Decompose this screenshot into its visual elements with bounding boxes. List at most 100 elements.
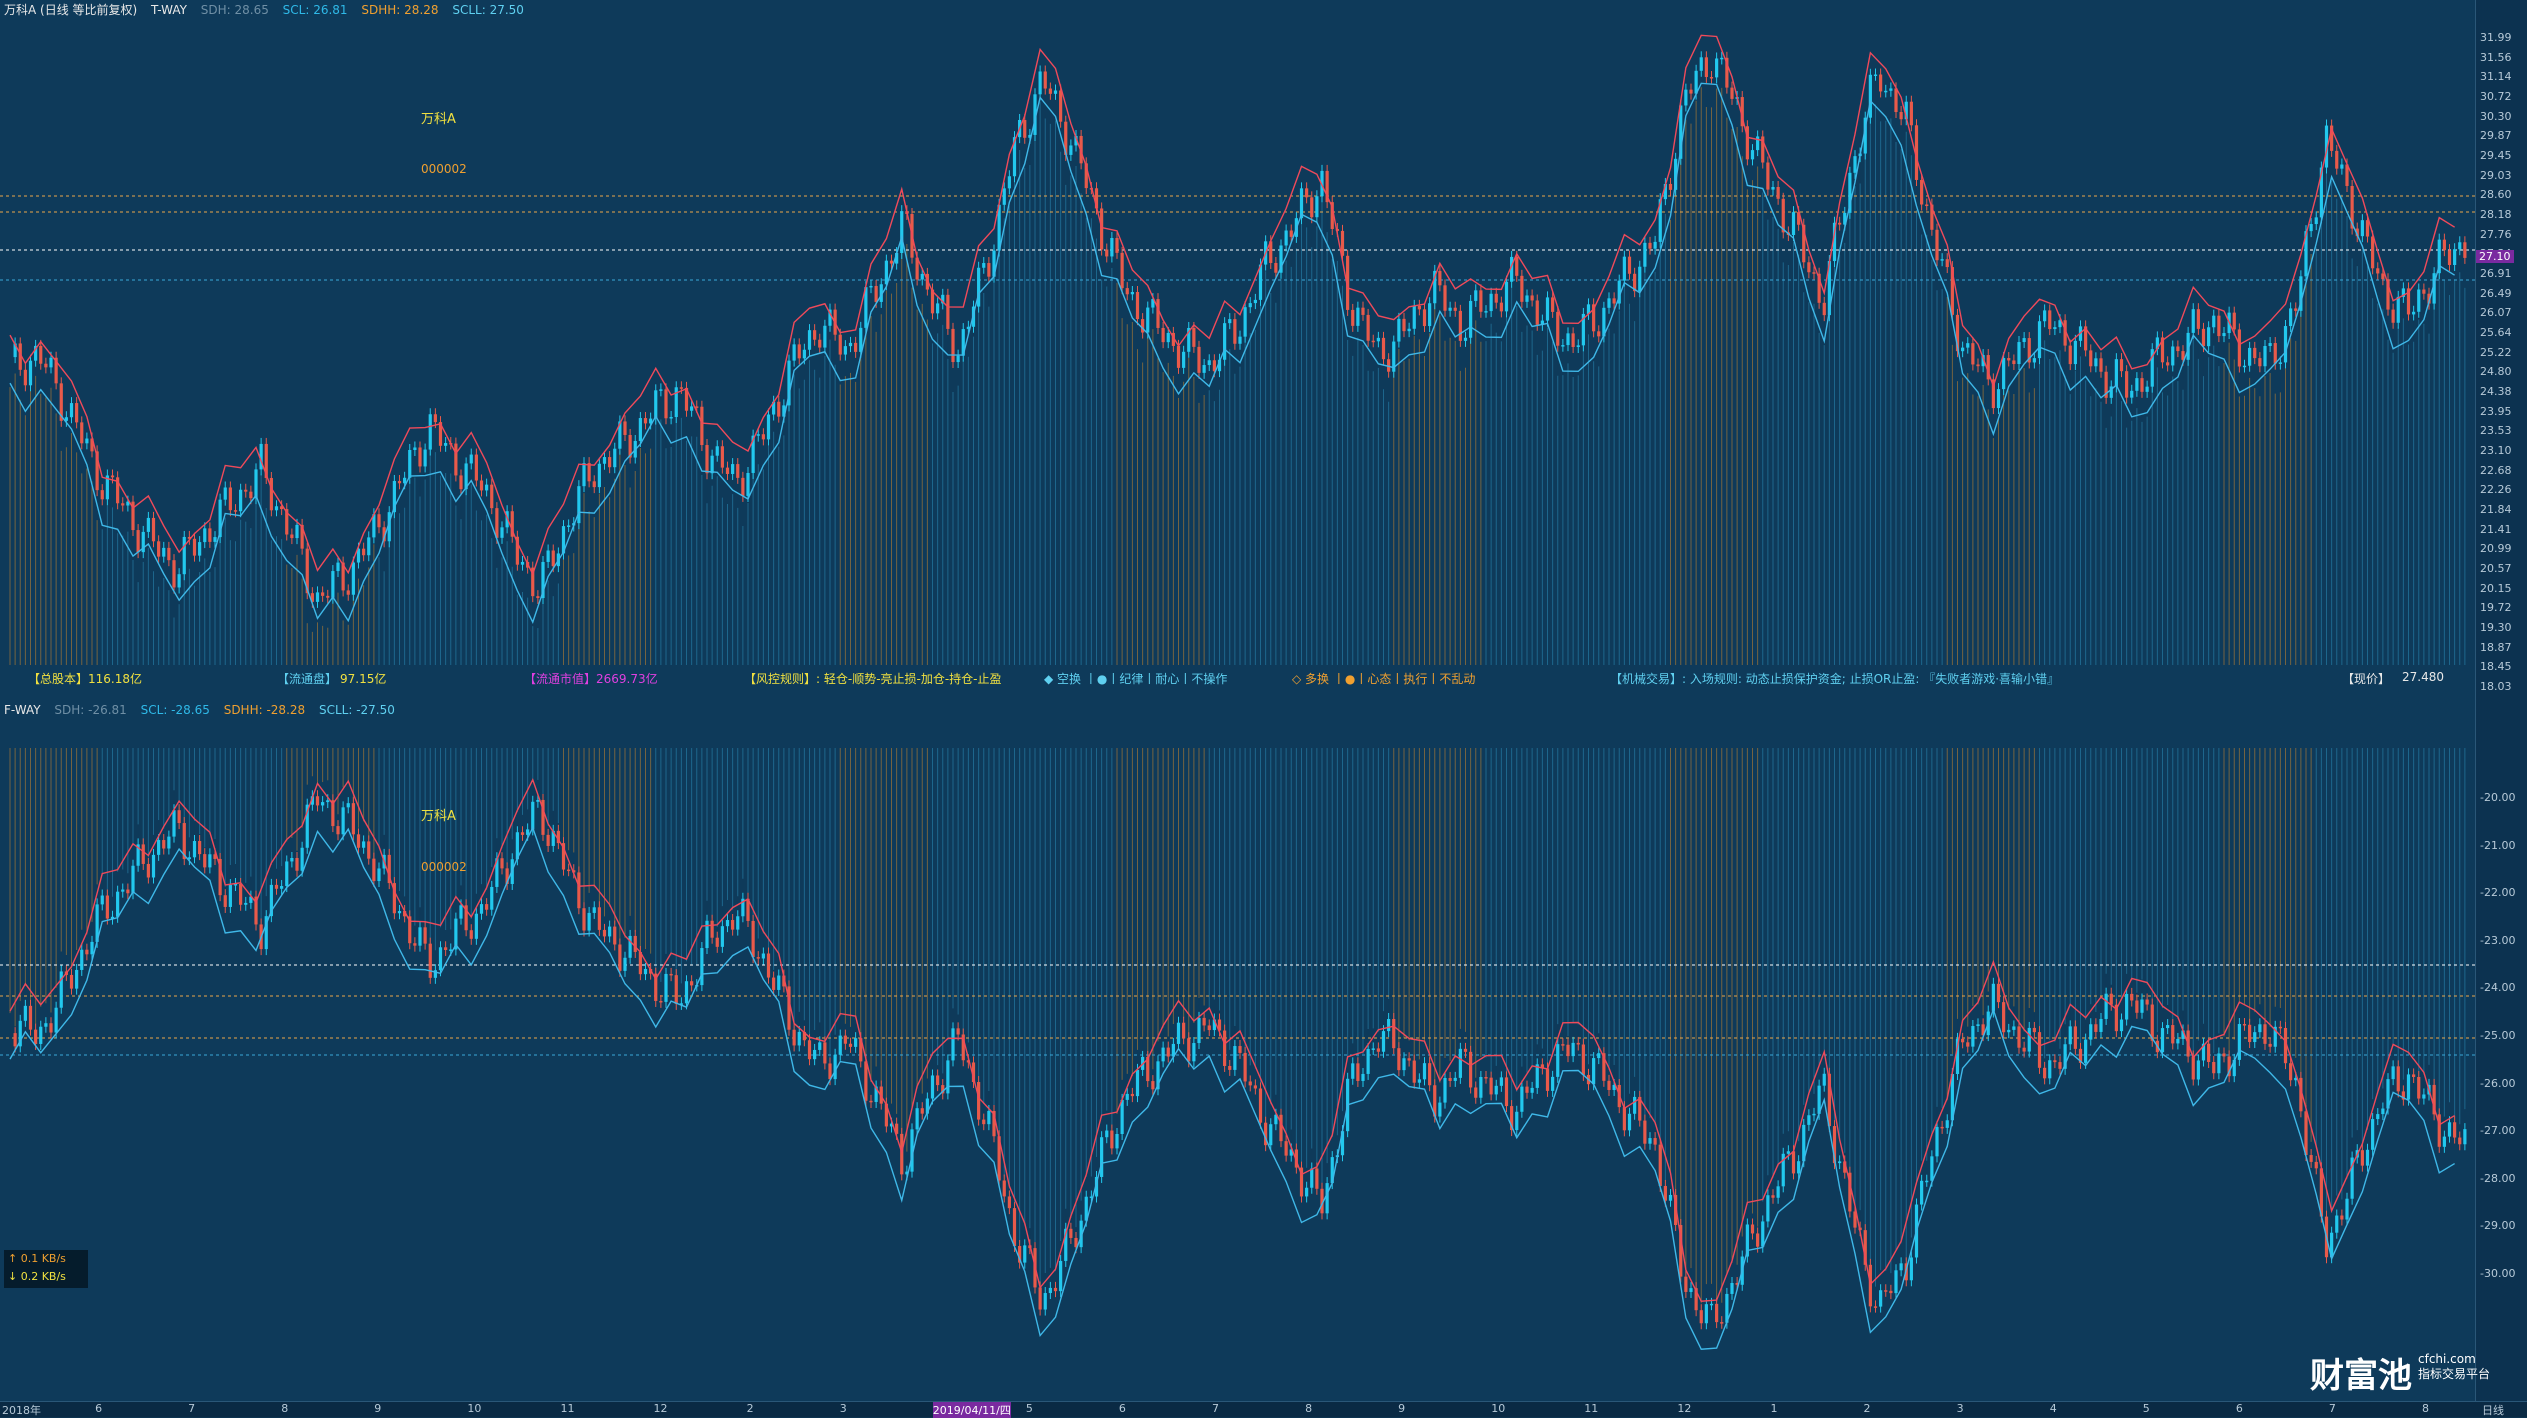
candle-body [2022, 1047, 2026, 1052]
candle-body [264, 916, 268, 950]
candle-body [2406, 288, 2411, 315]
time-tick: 12 [1677, 1402, 1692, 1415]
candle-body [772, 977, 776, 990]
candle-body [982, 1119, 986, 1125]
candle-body [1986, 355, 1990, 380]
candlestick-chart[interactable] [0, 0, 2475, 700]
candle-body [1627, 256, 1632, 274]
candle-body [679, 1003, 683, 1005]
candle-body [536, 799, 540, 802]
candle-body [1920, 179, 1924, 205]
candle-body [1366, 314, 1370, 341]
candle-body [1233, 319, 1237, 344]
candle-body [1807, 262, 1811, 273]
candle-body [597, 463, 601, 488]
candle-body [1438, 1102, 1442, 1117]
candle-body [34, 1029, 38, 1044]
candle-body [1899, 1263, 1903, 1271]
candle-body [2391, 309, 2395, 323]
candle-body [556, 830, 560, 844]
candle-body [1453, 307, 1457, 311]
candle-body [613, 926, 617, 945]
candle-body [951, 328, 955, 363]
candle-body [777, 401, 781, 417]
candle-body [1151, 299, 1155, 308]
candle-body [162, 840, 166, 849]
candle-body [1633, 1096, 1637, 1114]
candle-body [2150, 349, 2154, 387]
candle-body [679, 387, 683, 389]
candle-body [1161, 1047, 1165, 1062]
time-axis[interactable]: 2018年 6 7 8 9 10 11 12 2 3 2019/04/11/四 5 6 7 8 9 10 11 12… [0, 1401, 2527, 1418]
candle-body [356, 548, 361, 563]
candle-body [1033, 94, 1037, 135]
axis-tick: -30.00 [2480, 1267, 2516, 1280]
candle-body [1402, 1058, 1406, 1071]
candle-body [387, 854, 391, 884]
candle-body [1105, 1130, 1109, 1138]
candle-body [1484, 311, 1488, 313]
candle-body [736, 916, 740, 930]
candle-body [377, 868, 381, 882]
time-tick: 8 [281, 1402, 289, 1415]
candle-body [1966, 343, 1970, 348]
candle-body [2432, 273, 2436, 304]
candle-body [1551, 297, 1555, 312]
time-tick: 5 [2142, 1402, 2150, 1415]
candle-body [2181, 351, 2185, 360]
candle-body [1643, 242, 1647, 267]
candle-body [110, 916, 115, 919]
candle-body [2278, 1026, 2282, 1029]
support-line [9, 82, 2456, 624]
candle-body [1827, 261, 1831, 316]
candle-body [797, 344, 801, 359]
main-price-axis[interactable]: 31.99 31.56 31.14 30.72 30.30 29.87 29.45 29.03… [2475, 0, 2527, 700]
brand-logo: 财富池 [2310, 1356, 2412, 1396]
candle-body [167, 836, 171, 849]
time-tick: 6 [1118, 1402, 1126, 1415]
candle-body [1981, 355, 1985, 367]
axis-tick: 29.03 [2480, 168, 2512, 182]
candle-body [1709, 77, 1714, 79]
sub-price-axis[interactable]: -20.00 -21.00 -22.00 -23.00 -24.00 -25.00 -26.… [2475, 700, 2527, 1401]
candle-body [1940, 259, 1944, 261]
candle-body [1950, 267, 1954, 315]
candle-body [2099, 1018, 2103, 1032]
candle-body [1586, 304, 1591, 314]
candle-body [1761, 1221, 1765, 1247]
candles [13, 51, 2467, 608]
candle-body [2299, 1077, 2303, 1112]
candle-body [479, 480, 484, 491]
risk-rules: 【风控规则】: 轻仓-顺势-亮止损-加仓-持仓-止盈 [744, 672, 1002, 686]
candle-body [2365, 220, 2370, 237]
candle-body [818, 339, 822, 348]
inverted-candlestick-chart[interactable] [0, 700, 2475, 1405]
candle-body [659, 1000, 663, 1003]
candle-body [403, 911, 407, 917]
candle-body [2053, 327, 2057, 330]
candle-body [1617, 280, 1621, 304]
candle-body [1479, 1076, 1483, 1098]
candle-body [930, 1075, 935, 1099]
candle-body [1305, 188, 1309, 198]
axis-tick: -26.00 [2480, 1076, 2516, 1090]
time-tick: 7 [188, 1402, 196, 1415]
candle-body [1187, 327, 1191, 352]
candle-body [1556, 311, 1560, 346]
candle-body [2155, 337, 2159, 350]
sub-sdhh-value: SDHH: -28.28 [223, 703, 306, 717]
candle-body [228, 487, 232, 511]
candle-body [1187, 1038, 1191, 1062]
candle-body [1217, 359, 1222, 372]
candle-body [372, 514, 376, 538]
candle-body [848, 342, 853, 347]
candle-body [1258, 264, 1263, 300]
sub-chart-panel[interactable]: F-WAY SDH: -26.81 SCL: -28.65 SDHH: -28.… [0, 700, 2475, 1405]
candle-body [567, 525, 571, 527]
candle-body [1310, 1168, 1314, 1188]
candle-body [2396, 296, 2400, 323]
axis-tick: 19.30 [2480, 621, 2512, 634]
candle-body [2304, 231, 2308, 277]
candle-body [1971, 1026, 1975, 1047]
main-chart-panel[interactable]: 万科A (日线 等比前复权) T-WAY SDH: 28.65 SCL: 26.… [0, 0, 2475, 700]
